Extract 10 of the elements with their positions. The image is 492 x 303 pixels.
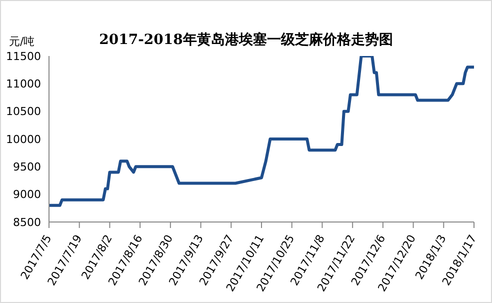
y-tick-label: 11500	[6, 50, 41, 63]
line-series	[49, 56, 474, 207]
y-tick-label: 9000	[13, 188, 41, 202]
y-axis-title: 元/吨	[9, 34, 35, 49]
chart-title: 2017-2018年黄岛港埃塞一级芝麻价格走势图	[99, 32, 393, 48]
y-tick-label: 10500	[6, 105, 41, 118]
y-tick-label: 9500	[13, 160, 41, 174]
y-tick-label: 8500	[13, 216, 41, 229]
y-tick-label: 11000	[6, 78, 41, 91]
y-tick-label: 10000	[6, 132, 41, 146]
